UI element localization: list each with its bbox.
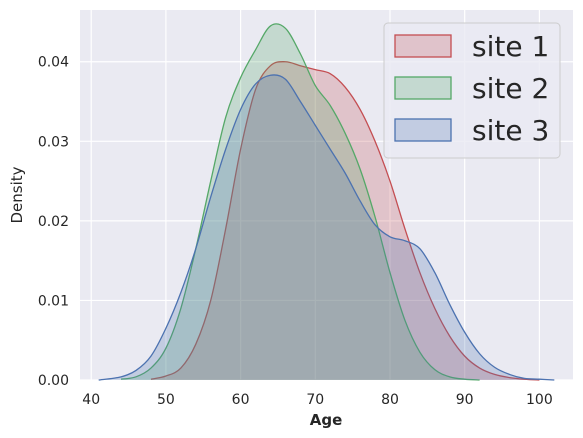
y-tick-label: 0.01 [38,293,69,309]
x-tick-label: 60 [232,392,250,408]
y-tick-label: 0.03 [38,134,69,150]
legend-label-site-3: site 3 [472,114,549,147]
density-line-site-2 [120,23,480,381]
density-line-site-3 [98,74,555,381]
legend-swatch-site-3 [394,118,452,142]
legend: site 1 site 2 site 3 [383,22,561,159]
x-tick-label: 40 [82,392,100,408]
legend-swatch-site-1 [394,34,452,58]
x-tick-label: 90 [456,392,474,408]
legend-swatch-site-2 [394,76,452,100]
density-area-site-2 [121,23,480,381]
y-tick-label: 0.02 [38,214,69,230]
density-area-site-1 [150,61,540,381]
density-area-site-3 [98,74,555,381]
x-tick-label: 70 [306,392,324,408]
x-axis-label: Age [310,411,343,429]
y-tick-label: 0.00 [38,373,69,389]
x-tick-label: 50 [157,392,175,408]
density-line-site-1 [150,61,540,381]
legend-label-site-1: site 1 [472,30,549,63]
density-curves [98,23,555,381]
legend-label-site-2: site 2 [472,72,549,105]
y-tick-label: 0.04 [38,55,69,71]
axis-ticks: 40 50 60 70 80 90 100 0.00 0.01 0.02 0.03 0.04 [38,55,553,408]
x-tick-label: 80 [381,392,399,408]
x-tick-label: 100 [526,392,553,408]
y-axis-label: Density [8,166,26,223]
